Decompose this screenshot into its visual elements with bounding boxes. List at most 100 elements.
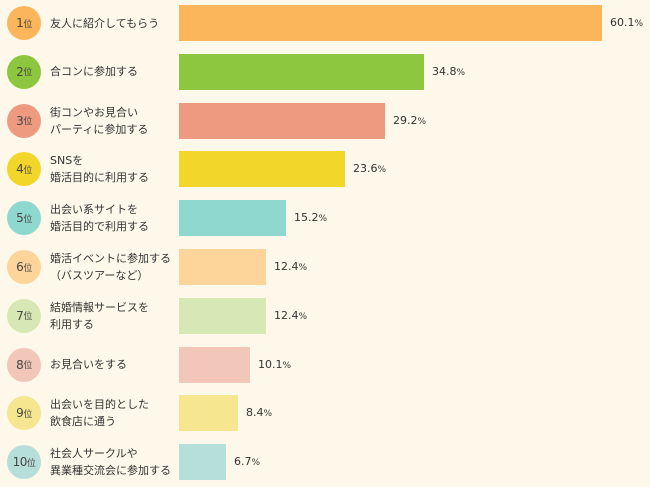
category-label-line: 合コンに参加する [50,65,138,79]
category-label-line: 出会いを目的とした [50,398,149,412]
value-number: 23.6 [353,162,378,176]
category-label-line: 異業種交流会に参加する [50,464,171,478]
value-number: 12.4 [274,308,299,322]
value-unit: % [456,67,466,78]
value-number: 8.4 [246,406,264,420]
category-label: お見合いをする [50,345,176,385]
rank-suffix: 位 [23,214,32,225]
value-number: 34.8 [432,64,457,78]
value-number: 15.2 [294,211,319,225]
rank-suffix: 位 [23,117,32,128]
category-label: SNSを婚活目的に利用する [50,149,176,189]
chart-row: 10 位社会人サークルや 異業種交流会に参加する 6.7% [0,442,650,482]
category-label: 街コンやお見合い パーティに参加する [50,101,176,141]
category-label-line: 結婚情報サービスを [50,300,149,314]
category-label: 出会いを目的とした 飲食店に通う [50,393,176,433]
category-label-line: 利用する [50,317,94,331]
category-label-line: 友人に紹介してもらう [50,16,160,30]
category-label-line: 婚活目的で利用する [50,220,149,234]
bar [179,297,266,334]
value-number: 6.7 [234,455,252,469]
chart-row: 2 位合コンに参加する 34.8% [0,52,650,92]
category-label-line: 婚活目的に利用する [50,171,149,185]
rank-number: 8 [16,357,24,372]
bar [179,200,286,237]
bar [179,102,385,139]
value-label: 15.2% [294,198,327,238]
category-label-line: 社会人サークルや [50,447,138,461]
value-unit: % [282,360,292,371]
value-unit: % [298,263,308,273]
category-label-line: 出会い系サイトを [50,203,138,217]
rank-suffix: 位 [23,361,32,372]
value-label: 29.2% [393,101,426,141]
bar [179,151,345,188]
value-label: 12.4% [274,296,307,336]
rank-suffix: 位 [23,409,32,420]
rank-suffix: 位 [23,19,32,30]
category-label-line: パーティに参加する [50,122,149,136]
rank-number: 3 [16,113,24,128]
value-unit: % [377,165,387,176]
value-label: 23.6% [353,149,386,189]
category-label: 婚活イベントに参加する （バスツアーなど） [50,247,176,287]
rank-number: 5 [16,211,24,226]
chart-row: 1 位友人に紹介してもらう 60.1% [0,3,650,43]
value-number: 29.2 [393,113,418,127]
chart-row: 9 位出会いを目的とした 飲食店に通う 8.4% [0,393,650,433]
value-label: 34.8% [432,52,465,92]
rank-suffix: 位 [23,68,32,79]
category-label: 友人に紹介してもらう [50,3,176,43]
rank-number: 6 [16,260,24,274]
value-unit: % [634,19,644,29]
rank-number: 7 [16,308,24,323]
rank-suffix: 位 [23,165,32,176]
value-unit: % [251,458,261,469]
category-label-line: 飲食店に通う [50,415,116,429]
category-label: 出会い系サイトを 婚活目的で利用する [50,198,176,238]
value-unit: % [318,214,328,225]
category-label-line: 婚活イベントに参加する [50,252,171,265]
rank-badge: 10 位 [7,445,41,480]
value-label: 12.4% [274,247,307,287]
chart-row: 3 位街コンやお見合い パーティに参加する 29.2% [0,101,650,141]
category-label-line: 街コンやお見合い [50,105,138,119]
bar [179,444,226,481]
rank-number: 1 [16,16,24,30]
value-label: 60.1% [610,3,643,43]
value-label: 10.1% [258,345,291,385]
chart-row: 7 位結婚情報サービスを 利用する 12.4% [0,296,650,336]
bar [179,249,266,285]
category-label-line: （バスツアーなど） [50,269,149,282]
rank-suffix: 位 [23,312,32,323]
bar [179,395,238,432]
value-number: 12.4 [274,260,299,273]
category-label-line: お見合いをする [50,358,127,372]
category-label: 合コンに参加する [50,52,176,92]
rank-suffix: 位 [23,263,32,274]
chart-row: 4 位 SNSを婚活目的に利用する 23.6% [0,149,650,189]
rank-suffix: 位 [26,458,36,469]
category-label-line: SNSを [50,154,84,168]
rank-number: 2 [16,64,24,79]
rank-number: 9 [16,406,24,421]
chart-row: 5 位出会い系サイトを 婚活目的で利用する 15.2% [0,198,650,238]
value-number: 10.1 [258,357,283,371]
bar [179,53,424,90]
rank-number: 4 [16,162,24,177]
rank-number: 10 [12,455,28,470]
value-number: 60.1 [610,16,635,29]
value-unit: % [298,311,308,322]
category-label: 結婚情報サービスを 利用する [50,296,176,336]
chart-row: 8 位 お見合いをする 10.1% [0,345,650,385]
value-unit: % [417,116,427,127]
value-label: 8.4% [246,393,272,433]
